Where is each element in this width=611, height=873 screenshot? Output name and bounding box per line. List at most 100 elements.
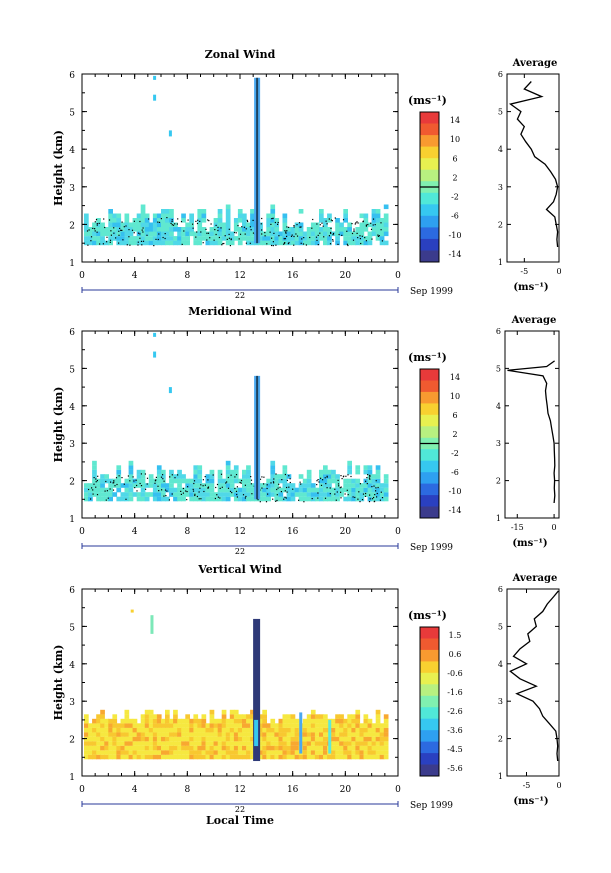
contour-speck — [115, 477, 118, 479]
heatmap-cell — [108, 227, 113, 232]
contour-speck — [195, 220, 197, 222]
heatmap-cell — [335, 736, 340, 742]
heatmap-cell — [128, 222, 134, 228]
heatmap-cell — [124, 492, 130, 497]
heatmap-cell — [209, 754, 215, 760]
heatmap-cell — [339, 492, 344, 497]
heatmap-cell — [161, 483, 166, 488]
contour-speck — [283, 243, 285, 245]
heatmap-cell — [136, 227, 142, 232]
contour-speck — [276, 488, 278, 491]
heatmap-cell — [379, 487, 385, 493]
contour-speck — [326, 223, 328, 225]
heatmap-cell — [213, 492, 219, 497]
heatmap-cell — [270, 750, 276, 755]
average-frame — [506, 73, 560, 263]
heatmap-cell — [282, 478, 288, 484]
heatmap-cell — [343, 236, 348, 241]
heatmap-cell — [262, 732, 267, 737]
updraft-core — [254, 719, 259, 747]
heatmap-cell — [258, 496, 263, 502]
contour-speck — [286, 486, 288, 489]
heatmap-cell — [148, 732, 154, 737]
contour-speck — [236, 493, 238, 496]
heatmap-cell — [327, 474, 332, 479]
contour-speck — [381, 240, 383, 242]
heatmap-cell — [108, 213, 113, 219]
heatmap-cell — [112, 222, 118, 228]
contour-speck — [244, 484, 246, 486]
y-tick-label: 2 — [69, 736, 75, 746]
contour-speck — [207, 219, 209, 221]
contour-speck — [239, 481, 241, 484]
heatmap-cell — [152, 727, 158, 733]
heatmap-cell — [233, 727, 239, 733]
heatmap-cell — [286, 492, 292, 497]
contour-speck — [274, 221, 276, 224]
contour-speck — [296, 224, 298, 226]
heatmap-cell — [136, 732, 142, 737]
heatmap-cell — [306, 745, 312, 751]
heatmap-cell — [92, 465, 97, 470]
contour-speck — [275, 500, 277, 502]
heatmap-cell — [258, 714, 263, 719]
heatmap-cell — [100, 741, 105, 746]
heatmap-cell — [270, 732, 276, 737]
heatmap-cell — [323, 236, 328, 241]
heatmap-cell — [84, 227, 89, 232]
heatmap-cell — [181, 754, 186, 760]
heatmap-cell — [310, 732, 316, 737]
contour-speck — [240, 480, 243, 482]
heatmap-cell — [205, 492, 211, 497]
heatmap-cell — [335, 723, 340, 728]
heatmap-cell — [120, 736, 126, 742]
heatmap-cell — [161, 209, 166, 214]
heatmap-cell — [161, 218, 166, 223]
heatmap-cell — [262, 727, 267, 733]
heatmap-cell — [112, 492, 118, 497]
contour-speck — [372, 218, 375, 220]
heatmap-cell — [120, 754, 126, 760]
contour-speck — [341, 478, 343, 480]
heatmap-cell — [152, 213, 158, 219]
heatmap-cell — [379, 736, 385, 742]
heatmap-cell — [148, 240, 154, 246]
heatmap-cell — [339, 714, 344, 719]
heatmap-cell — [371, 732, 377, 737]
heatmap-cell — [100, 487, 105, 493]
heatmap-cell — [112, 741, 118, 746]
heatmap-cell — [294, 492, 300, 497]
heatmap-cell — [213, 231, 219, 237]
heatmap-cell — [229, 231, 235, 237]
heatmap-cell — [96, 483, 101, 488]
heatmap-cell — [205, 478, 211, 484]
heatmap-cell — [96, 723, 101, 728]
heatmap-cell — [262, 736, 267, 742]
heatmap-cell — [343, 487, 348, 493]
heatmap-cell — [229, 478, 235, 484]
heatmap-cell — [379, 754, 385, 760]
heatmap-cell — [274, 741, 280, 746]
heatmap-cell — [177, 727, 182, 733]
contour-speck — [250, 476, 252, 478]
contour-speck — [299, 481, 301, 483]
heatmap-cell — [282, 227, 288, 232]
heatmap-cell — [197, 236, 203, 241]
heatmap-cell — [201, 714, 207, 719]
contour-speck — [113, 480, 115, 482]
heatmap-cell — [242, 487, 247, 493]
heatmap-cell — [140, 754, 146, 760]
heatmap-cell — [152, 222, 158, 228]
contour-speck — [340, 497, 342, 499]
x-tick-label: 20 — [340, 785, 352, 795]
heatmap-cell — [319, 478, 324, 484]
heatmap-cell — [237, 487, 243, 493]
heatmap-cell — [217, 240, 223, 246]
contour-speck — [316, 484, 318, 486]
contour-speck — [266, 243, 268, 245]
contour-speck — [330, 219, 332, 221]
heatmap-cell — [132, 754, 138, 760]
heatmap-cell — [229, 469, 235, 475]
heatmap-cell — [282, 754, 288, 760]
heatmap-cell — [161, 750, 166, 755]
